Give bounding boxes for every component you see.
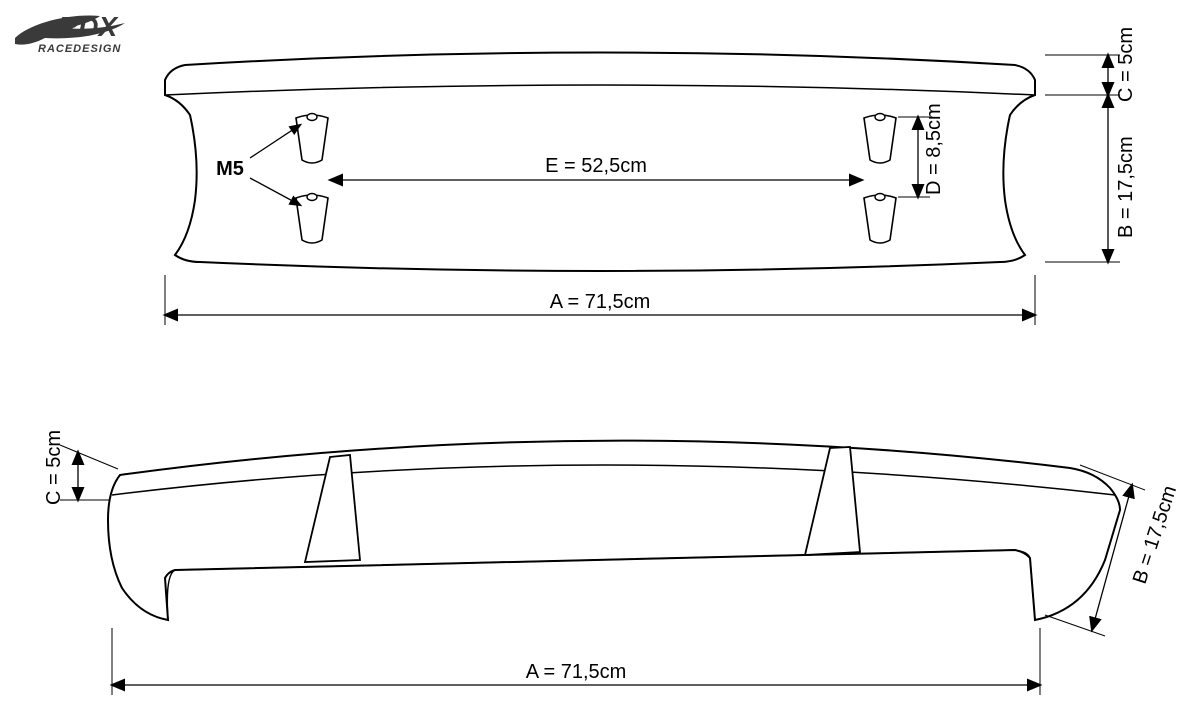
mount-cone-tr [864, 114, 896, 164]
technical-drawing: RDX RACEDESIGN M5 [0, 0, 1200, 720]
mount-cone-tl [296, 114, 328, 164]
dim-label-e: E = 52,5cm [545, 155, 647, 177]
dim-label-b-top: B = 17,5cm [1115, 136, 1137, 238]
brand-name: RDX [58, 11, 119, 42]
dim-label-d: D = 8,5cm [923, 103, 945, 195]
side-view: C = 5cm B = 17,5cm A = 71,5cm [43, 430, 1181, 695]
mount-cone-br [864, 194, 896, 244]
top-view: M5 E = 52,5cm D = 8,5cm A = 71,5cm C = 5… [165, 27, 1137, 325]
dim-label-c-top: C = 5cm [1115, 27, 1137, 102]
dim-label-b-side: B = 17,5cm [1129, 483, 1181, 587]
mount-cone-bl [296, 194, 328, 244]
brand-sub: RACEDESIGN [38, 43, 121, 55]
bolt-label: M5 [216, 158, 244, 180]
dim-label-a-top: A = 71,5cm [550, 291, 651, 313]
brand-logo: RDX RACEDESIGN [15, 11, 125, 55]
dim-label-a-side: A = 71,5cm [526, 661, 627, 683]
dim-label-c-side: C = 5cm [43, 430, 65, 505]
